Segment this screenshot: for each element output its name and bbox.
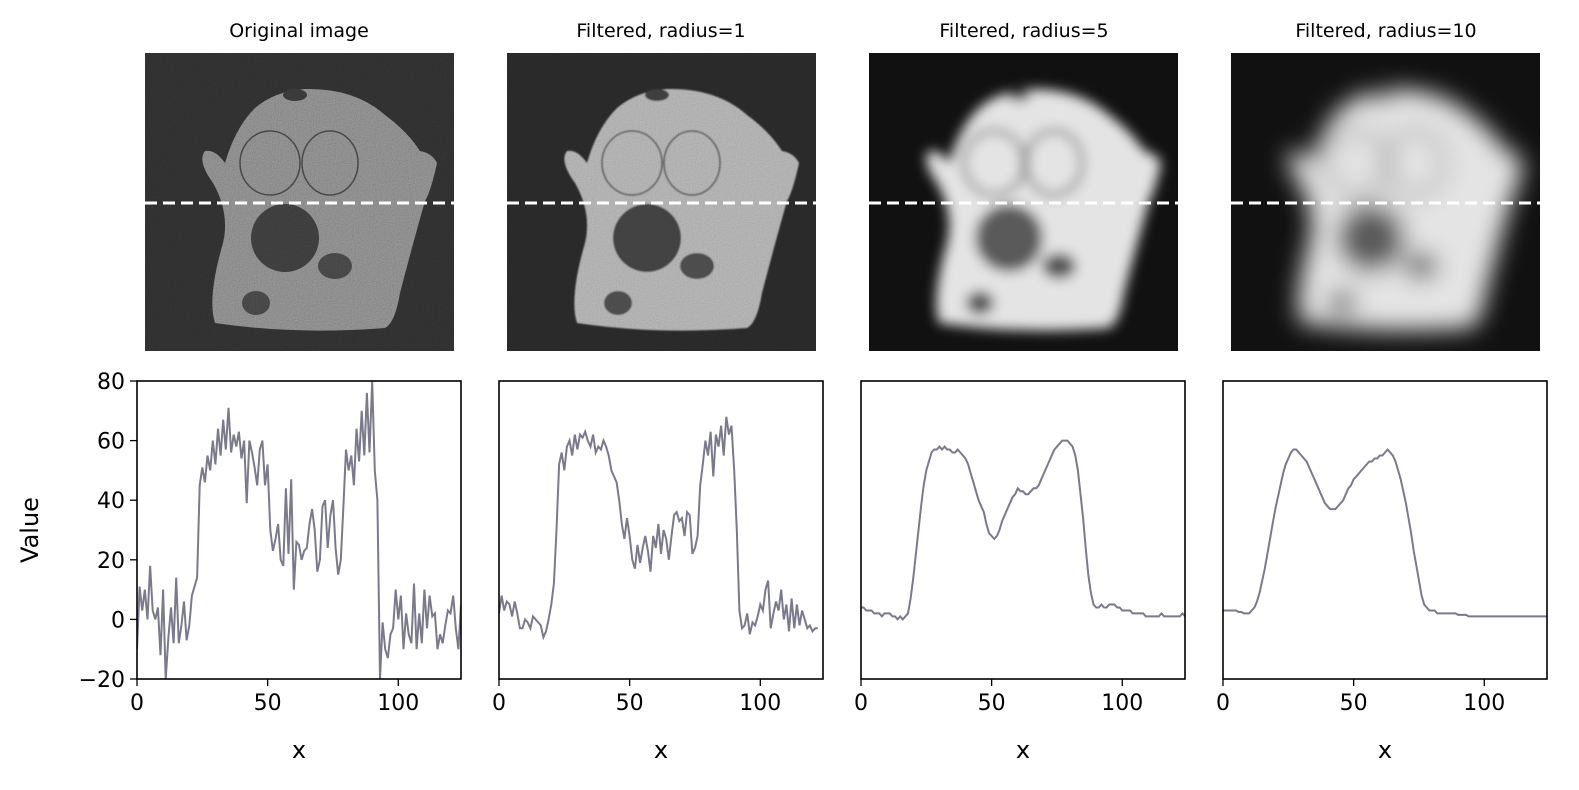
image-panel-3: [1231, 53, 1540, 351]
x-tick-label: 50: [254, 691, 282, 716]
profile-series: [499, 416, 818, 641]
spot-top: [1369, 89, 1393, 101]
plot-frame: [860, 380, 1186, 680]
spot-lower: [1328, 291, 1356, 315]
blob-shape: [926, 88, 1161, 331]
profile-series: [861, 439, 1185, 621]
spot-large: [1337, 204, 1405, 272]
profile-series: [1223, 447, 1547, 618]
image-panel-0: [145, 53, 454, 351]
x-tick-label: 0: [492, 691, 506, 716]
plot-frame: [498, 380, 824, 680]
plot-frame: [136, 380, 462, 680]
x-axis-label: x: [292, 736, 306, 764]
panel-title-3: Filtered, radius=10: [1295, 20, 1476, 42]
x-tick-label: 100: [1101, 691, 1143, 716]
spot-large: [975, 204, 1043, 272]
spot-right: [1042, 253, 1076, 279]
x-tick-label: 0: [130, 691, 144, 716]
x-tick-label: 100: [739, 691, 781, 716]
y-tick-label: 20: [97, 549, 125, 574]
panel-title-0: Original image: [229, 20, 369, 42]
x-tick-label: 100: [377, 691, 419, 716]
panel-title-2: Filtered, radius=5: [939, 20, 1108, 42]
x-axis-label: x: [1016, 736, 1030, 764]
line-plot-2: 0 50 100 x: [854, 380, 1186, 764]
eye-right: [1024, 129, 1084, 197]
x-tick-label: 50: [616, 691, 644, 716]
y-axis-label: Value: [16, 497, 44, 563]
y-tick-label: 80: [97, 370, 125, 395]
y-tick-label: 40: [97, 489, 125, 514]
x-tick-label: 0: [1216, 691, 1230, 716]
blob-shape: [1288, 88, 1523, 331]
plot-frame: [1222, 380, 1548, 680]
x-axis-label: x: [654, 736, 668, 764]
x-axis-label: x: [1378, 736, 1392, 764]
line-plot-1: 0 50 100 x: [492, 380, 824, 764]
profile-series: [137, 381, 461, 679]
spot-lower: [966, 291, 994, 315]
line-plot-3: 0 50 100 x: [1216, 380, 1548, 764]
panel-title-1: Filtered, radius=1: [576, 20, 745, 42]
x-tick-label: 50: [978, 691, 1006, 716]
x-tick-label: 0: [854, 691, 868, 716]
x-tick-label: 100: [1463, 691, 1505, 716]
image-panel-1: [507, 53, 816, 351]
spot-top: [1007, 89, 1031, 101]
x-tick-label: 50: [1340, 691, 1368, 716]
y-tick-label: 0: [111, 608, 125, 633]
image-panel-2: [869, 53, 1178, 351]
eye-right: [1386, 129, 1446, 197]
y-tick-label: −20: [79, 668, 125, 693]
y-tick-label: 60: [97, 430, 125, 455]
spot-right: [1404, 253, 1438, 279]
